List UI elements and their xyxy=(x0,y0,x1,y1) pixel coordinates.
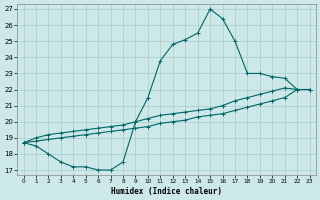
X-axis label: Humidex (Indice chaleur): Humidex (Indice chaleur) xyxy=(111,187,222,196)
